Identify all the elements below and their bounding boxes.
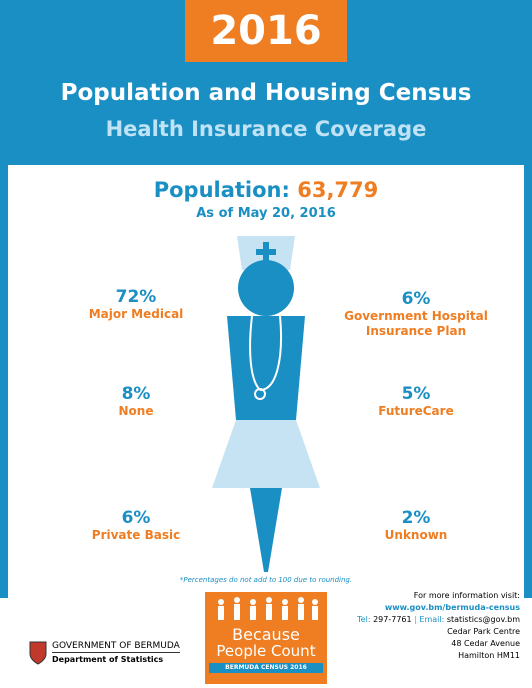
- item-percent: 6%: [401, 289, 431, 309]
- coat-of-arms: [29, 641, 47, 665]
- population-label: Population:: [153, 178, 290, 202]
- item-percent: 2%: [401, 508, 431, 528]
- address: 48 Cedar Avenue: [451, 639, 520, 648]
- year-box: 2016: [185, 0, 347, 62]
- nurse-figure: [212, 236, 320, 572]
- website[interactable]: www.gov.bm/bermuda-census: [384, 603, 520, 612]
- population-value: 63,779: [297, 178, 379, 202]
- population: Population: 63,779: [0, 178, 532, 202]
- tel: 297-7761: [373, 615, 412, 624]
- address: Hamilton HM11: [458, 651, 520, 660]
- logo-line: People Count: [216, 642, 316, 660]
- logo-banner: BERMUDA CENSUS 2016: [209, 663, 323, 673]
- population-date: As of May 20, 2016: [196, 206, 336, 221]
- government-name: GOVERNMENT OF BERMUDA: [52, 641, 180, 653]
- census-logo: Because People Count BERMUDA CENSUS 2016: [205, 592, 327, 684]
- subtitle: Health Insurance Coverage: [105, 117, 427, 141]
- address: Cedar Park Centre: [447, 627, 520, 636]
- item-percent: 6%: [121, 508, 151, 528]
- phone-email: Tel: 297-7761 | Email: statistics@gov.bm: [357, 615, 520, 624]
- item-label: None: [118, 404, 154, 418]
- item-label: FutureCare: [378, 404, 454, 418]
- footnote: *Percentages do not add to 100 due to ro…: [179, 576, 353, 584]
- email[interactable]: statistics@gov.bm: [446, 615, 520, 624]
- contact: For more information visit: www.gov.bm/b…: [357, 590, 520, 662]
- item-percent: 8%: [121, 384, 151, 404]
- people-icons: [218, 597, 318, 620]
- department: Department of Statistics: [52, 655, 164, 664]
- email-label: Email:: [419, 615, 445, 624]
- item-percent: 72%: [115, 287, 157, 307]
- tel-label: Tel:: [357, 615, 371, 624]
- item-percent: 5%: [401, 384, 431, 404]
- title: Population and Housing Census: [60, 80, 472, 106]
- item-label: Government Hospital Insurance Plan: [344, 309, 488, 338]
- contact-intro: For more information visit:: [413, 591, 520, 600]
- logo-line: Because: [232, 625, 300, 644]
- item-label: Private Basic: [91, 528, 181, 542]
- item-label: Major Medical: [88, 307, 184, 321]
- item-label: Unknown: [384, 528, 448, 542]
